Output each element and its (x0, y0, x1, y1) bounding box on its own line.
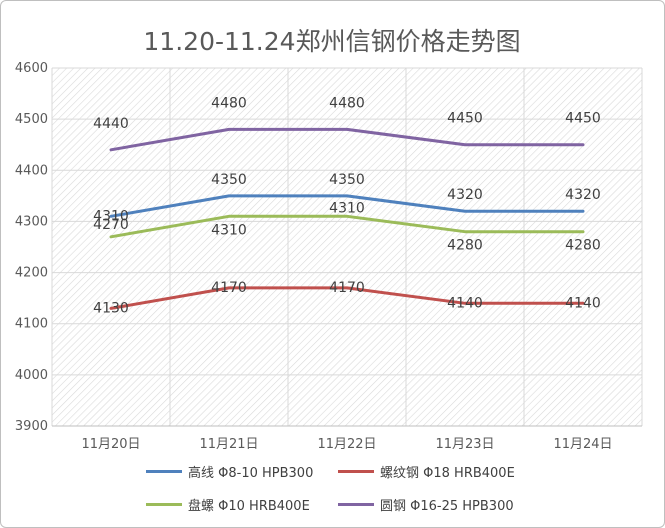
axes: 3900 4000 4100 4200 4300 4400 4500 4600 11月20日 11… (15, 61, 642, 452)
y-tick-label-6: 4500 (15, 112, 48, 127)
chart-title: 11.20-11.24郑州信钢价格走势图 (143, 27, 520, 56)
data-label-s0-1: 4350 (211, 172, 247, 188)
data-label-s2-1: 4310 (211, 222, 247, 238)
data-label-s0-3: 4320 (447, 187, 483, 203)
y-tick-label-5: 4400 (15, 163, 48, 178)
y-tick-label-2: 4100 (15, 317, 48, 332)
data-label-s1-2: 4170 (329, 280, 365, 296)
legend-label-series-2: 盘螺 Φ10 HRB400E (188, 499, 310, 514)
legend-swatch-series-2 (146, 503, 182, 506)
data-label-s0-2: 4350 (329, 172, 365, 188)
data-label-s0-0: 4310 (93, 208, 129, 224)
legend-label-series-1: 螺纹钢 Φ18 HRB400E (380, 466, 515, 481)
data-label-s2-4: 4280 (565, 238, 601, 254)
series-lines (109, 127, 585, 310)
series-line-0 (109, 194, 585, 218)
data-label-s0-4: 4320 (565, 187, 601, 203)
data-label-s3-2: 4480 (329, 95, 365, 111)
legend-swatch-series-1 (338, 470, 374, 473)
data-label-s2-2: 4310 (329, 200, 365, 216)
x-tick-label-1: 11月21日 (199, 437, 258, 452)
data-label-s1-3: 4140 (447, 295, 483, 311)
data-labels: 4310 4350 4350 4320 4320 4130 4170 4170 4140 4140… (93, 95, 601, 316)
data-label-s3-1: 4480 (211, 95, 247, 111)
y-tick-label-3: 4200 (15, 266, 48, 281)
plot-area-background (52, 68, 642, 426)
data-label-s1-4: 4140 (565, 295, 601, 311)
x-tick-label-2: 11月22日 (317, 437, 376, 452)
legend-label-series-3: 圆钢 Φ16-25 HPB300 (380, 499, 514, 514)
legend-swatch-series-3 (338, 503, 374, 506)
data-label-s1-0: 4130 (93, 300, 129, 316)
data-label-s3-4: 4450 (565, 111, 601, 127)
y-tick-label-0: 3900 (15, 419, 48, 434)
data-label-s3-3: 4450 (447, 111, 483, 127)
data-label-s2-3: 4280 (447, 238, 483, 254)
series-line-3 (109, 127, 585, 152)
x-tick-label-3: 11月23日 (435, 437, 494, 452)
series-line-2 (109, 214, 585, 239)
x-tick-label-0: 11月20日 (81, 437, 140, 452)
legend-item-series-3[interactable]: 圆钢 Φ16-25 HPB300 (338, 495, 514, 514)
y-tick-label-4: 4300 (15, 214, 48, 229)
y-tick-label-1: 4000 (15, 368, 48, 383)
data-label-s3-0: 4440 (93, 116, 129, 132)
x-tick-label-4: 11月24日 (553, 437, 612, 452)
legend-item-series-1[interactable]: 螺纹钢 Φ18 HRB400E (338, 462, 515, 481)
legend-swatch-series-0 (146, 470, 182, 473)
legend-item-series-0[interactable]: 高线 Φ8-10 HPB300 (146, 462, 313, 481)
y-tick-label-7: 4600 (15, 61, 48, 76)
legend-label-series-0: 高线 Φ8-10 HPB300 (188, 466, 314, 481)
legend-item-series-2[interactable]: 盘螺 Φ10 HRB400E (146, 495, 310, 514)
data-label-s2-0: 4270 (93, 217, 129, 233)
series-line-1 (109, 286, 585, 310)
data-label-s1-1: 4170 (211, 280, 247, 296)
